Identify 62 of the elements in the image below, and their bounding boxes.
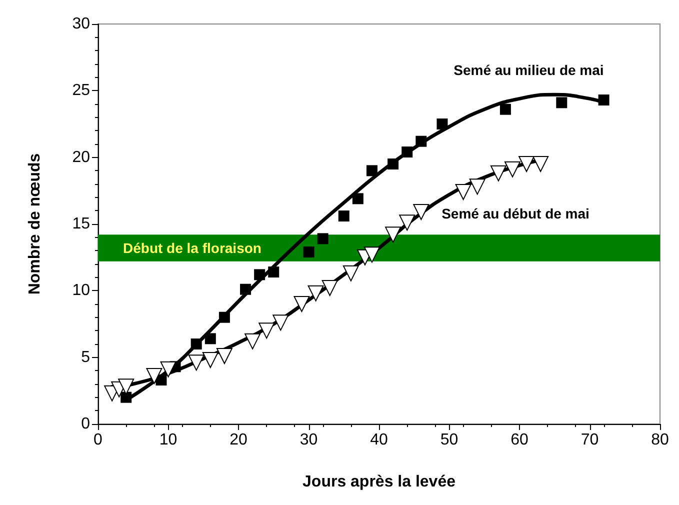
point bbox=[204, 333, 216, 344]
point bbox=[402, 146, 413, 158]
point bbox=[518, 156, 535, 172]
point bbox=[352, 193, 364, 204]
x-tick-label: 40 bbox=[370, 432, 388, 448]
x-tick-label: 10 bbox=[159, 432, 178, 448]
point bbox=[385, 226, 402, 243]
point bbox=[322, 280, 338, 296]
point bbox=[268, 266, 280, 278]
x-tick-label: 80 bbox=[651, 432, 669, 448]
x-tick-label: 0 bbox=[94, 432, 103, 448]
point bbox=[190, 338, 202, 350]
point bbox=[216, 348, 232, 364]
point bbox=[218, 312, 230, 323]
point bbox=[338, 210, 350, 222]
y-tick-label: 15 bbox=[72, 216, 90, 232]
x-axis-title: Jours après la levée bbox=[302, 474, 456, 490]
point bbox=[317, 233, 328, 244]
x-tick-label: 50 bbox=[440, 432, 458, 448]
series-label: Semé au milieu de mai bbox=[454, 62, 604, 78]
point bbox=[254, 269, 266, 280]
x-tick-label: 20 bbox=[230, 432, 248, 448]
point bbox=[240, 284, 252, 295]
y-tick-label: 20 bbox=[72, 148, 90, 166]
point bbox=[342, 265, 359, 282]
point bbox=[399, 214, 416, 231]
x-tick-label: 70 bbox=[580, 432, 599, 448]
point bbox=[120, 392, 132, 403]
point bbox=[308, 285, 324, 302]
point bbox=[202, 352, 218, 368]
point bbox=[413, 204, 430, 220]
point bbox=[118, 378, 134, 395]
y-tick-label: 5 bbox=[81, 348, 90, 366]
y-tick-label: 30 bbox=[72, 16, 90, 32]
point bbox=[504, 161, 520, 178]
point bbox=[244, 333, 261, 350]
point bbox=[272, 314, 289, 331]
y-tick-label: 0 bbox=[81, 416, 90, 432]
point bbox=[532, 156, 549, 172]
point bbox=[416, 136, 427, 147]
point bbox=[556, 97, 568, 108]
point bbox=[455, 184, 472, 200]
point bbox=[160, 361, 176, 378]
point bbox=[294, 296, 310, 312]
x-tick-label: 30 bbox=[300, 432, 318, 448]
point bbox=[388, 158, 399, 170]
x-tick-label: 60 bbox=[510, 432, 528, 448]
point bbox=[188, 354, 204, 371]
point bbox=[500, 104, 511, 115]
y-tick-label: 10 bbox=[72, 282, 90, 300]
point bbox=[303, 246, 314, 258]
y-axis-title: Nombre de nœuds bbox=[26, 153, 44, 295]
point bbox=[258, 322, 275, 339]
series-label: Semé au début de mai bbox=[442, 205, 590, 222]
point bbox=[490, 165, 506, 182]
band-label: Début de la floraison bbox=[123, 240, 262, 256]
y-tick-label: 25 bbox=[72, 82, 90, 100]
point bbox=[436, 118, 448, 130]
point bbox=[364, 246, 380, 263]
point bbox=[469, 178, 486, 195]
point bbox=[366, 165, 378, 176]
point bbox=[598, 94, 610, 106]
